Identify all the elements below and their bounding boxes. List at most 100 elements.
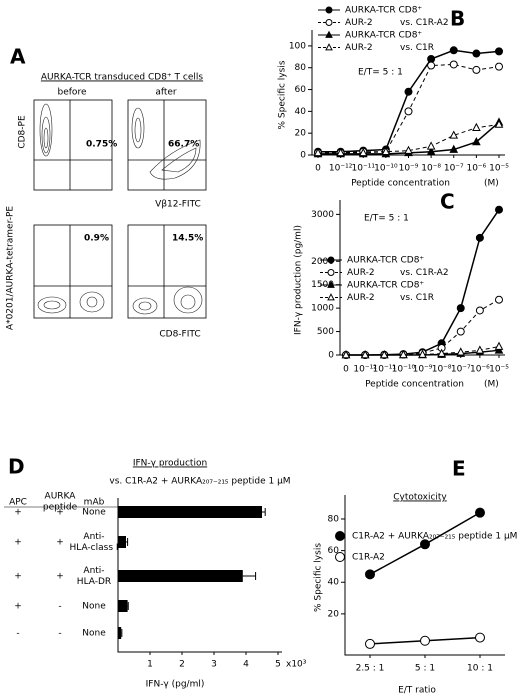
marker — [495, 62, 503, 71]
y-tick-label: 1000 — [311, 304, 334, 314]
series-line — [318, 49, 500, 153]
marker — [379, 350, 389, 359]
x-tick-label: 10⁻⁸ — [432, 365, 452, 375]
x-axis-label: E/T ratio — [398, 686, 436, 696]
legend-group: vs. C1R-A2 — [400, 268, 449, 278]
x-tick-label: 2 — [179, 660, 185, 670]
marker — [404, 87, 413, 96]
marker — [475, 632, 485, 643]
table-cell: + — [14, 572, 22, 582]
series-line — [346, 346, 500, 356]
legend-group: vs. C1R — [400, 43, 434, 53]
legend-label: AURKA-TCR CD8⁺ — [347, 256, 424, 266]
table-cell: None — [82, 629, 106, 639]
y-axis-label: % Specific lysis — [314, 543, 324, 612]
series-line — [318, 123, 500, 154]
marker — [472, 122, 481, 132]
marker — [495, 47, 503, 56]
panel-label: B — [450, 7, 465, 31]
marker — [494, 341, 504, 350]
error-bar — [242, 572, 257, 580]
marker — [495, 295, 503, 304]
marker — [381, 146, 391, 156]
marker — [325, 30, 333, 38]
marker — [495, 205, 503, 214]
marker — [449, 46, 458, 55]
marker — [427, 55, 436, 63]
marker — [327, 280, 335, 288]
x-tick-label: 10⁻⁵ — [489, 365, 509, 375]
marker — [472, 65, 481, 74]
column-header: APC — [9, 498, 27, 508]
panel-title: AURKA-TCR transduced CD8⁺ T cells — [41, 73, 204, 83]
table-cell: + — [56, 538, 64, 548]
marker — [360, 350, 370, 359]
marker — [475, 306, 484, 315]
quadrant-percentage: 14.5% — [172, 234, 203, 244]
column-label: after — [155, 88, 177, 98]
y-tick-label: 3000 — [311, 210, 334, 220]
x-axis-label: Vβ12-FITC — [155, 200, 201, 210]
marker — [437, 348, 446, 357]
marker — [404, 107, 413, 116]
table-cell: HLA-DR — [77, 577, 111, 587]
marker — [420, 635, 430, 646]
chart-title: Cytotoxicity — [393, 493, 447, 503]
axis — [344, 495, 505, 656]
bar — [118, 536, 126, 548]
marker — [325, 6, 333, 14]
column-header: mAb — [84, 498, 105, 508]
marker — [325, 43, 333, 51]
x-tick-label: 3 — [211, 660, 217, 670]
marker — [365, 569, 375, 580]
bar — [118, 506, 262, 518]
contours — [37, 103, 203, 315]
table-cell: + — [14, 602, 22, 612]
y-tick-label: 60 — [328, 546, 340, 556]
x-tick-label: 10⁻¹² — [353, 365, 377, 375]
error-bar — [121, 629, 123, 637]
y-axis-label: IFN-γ production (pg/ml) — [294, 225, 304, 335]
legend-label: AURKA-TCR CD8⁺ — [345, 6, 422, 16]
x-tick-label: 10⁻¹¹ — [373, 365, 397, 375]
chart-title: IFN-γ production — [133, 459, 207, 469]
table-cell: - — [16, 629, 19, 639]
panel-label: D — [8, 455, 25, 479]
bar — [118, 600, 128, 612]
table-cell: + — [56, 508, 64, 518]
x-axis-label: IFN-γ (pg/ml) — [146, 680, 205, 690]
y-tick-label: 20 — [328, 609, 340, 619]
panel-label: A — [10, 45, 26, 69]
legend-label: AUR-2 — [345, 18, 373, 28]
marker — [327, 256, 335, 264]
y-tick-label: 100 — [289, 41, 306, 51]
x-axis-label: Peptide concentration — [351, 179, 450, 189]
table-cell: None — [82, 508, 106, 518]
x-tick-label: 10⁻⁶ — [470, 365, 490, 375]
marker — [472, 136, 481, 146]
marker — [475, 233, 484, 242]
error-bar — [262, 508, 266, 516]
quadrant-percentage: 0.75% — [86, 140, 117, 150]
x-tick-label: 10⁻⁶ — [466, 164, 486, 174]
marker — [325, 19, 333, 26]
table-cell: + — [56, 572, 64, 582]
marker — [456, 327, 465, 336]
marker — [426, 146, 436, 156]
legend-group: vs. C1R-A2 — [400, 18, 449, 28]
y-tick-label: 20 — [295, 129, 307, 139]
axis — [117, 498, 282, 653]
table-cell: Anti- — [83, 532, 104, 542]
column-header: AURKA — [45, 492, 77, 502]
y-tick-label: 40 — [295, 107, 307, 117]
table-cell: - — [58, 629, 61, 639]
marker — [494, 119, 504, 128]
x-tick-label: 0 — [343, 365, 349, 375]
panel-label: C — [440, 190, 455, 214]
x-tick-label: 10⁻¹¹ — [352, 164, 376, 174]
bar — [118, 570, 243, 582]
y-axis-label: CD8-PE — [18, 115, 28, 149]
annotation: (M) — [484, 179, 499, 189]
y-tick-label: 80 — [328, 514, 340, 524]
marker — [327, 293, 335, 301]
